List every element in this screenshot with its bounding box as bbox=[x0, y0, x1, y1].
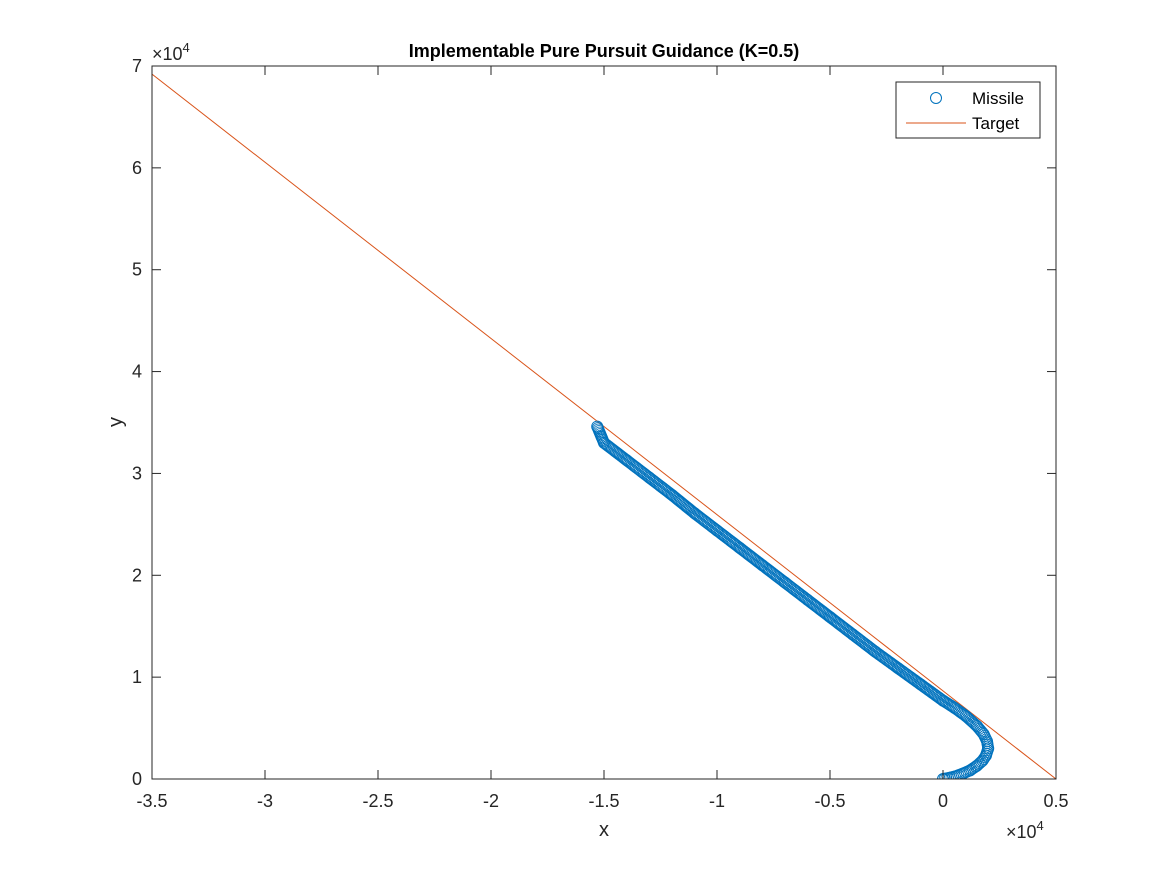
y-tick-label: 3 bbox=[132, 463, 142, 483]
legend-missile-label: Missile bbox=[972, 89, 1024, 108]
missile-point bbox=[948, 701, 961, 714]
missile-point bbox=[973, 722, 986, 735]
legend-box bbox=[895, 81, 1041, 139]
missile-point bbox=[945, 700, 958, 712]
y-tick-label: 4 bbox=[132, 362, 142, 382]
legend-target-label: Target bbox=[972, 114, 1020, 133]
x-axis-label: x bbox=[599, 819, 609, 841]
missile-point bbox=[946, 700, 959, 713]
chart-title: Implementable Pure Pursuit Guidance (K=0… bbox=[409, 41, 800, 61]
y-tick-label: 2 bbox=[132, 565, 142, 585]
x-tick-label: -0.5 bbox=[814, 791, 845, 811]
x-tick-label: 0 bbox=[938, 791, 948, 811]
ticks-layer: -3.5 -3 -2.5 -2 -1.5 -1 -0.5 0 0.5 0 1 2 3 4 5 6 7 bbox=[132, 56, 1069, 811]
x-tick-label: -2.5 bbox=[362, 791, 393, 811]
legend-missile-marker bbox=[930, 92, 942, 104]
y-tick-label: 1 bbox=[132, 667, 142, 687]
legend: Missile Target bbox=[895, 81, 1041, 139]
y-axis-exponent: ×104 bbox=[152, 40, 190, 64]
y-tick-label: 7 bbox=[132, 56, 142, 76]
missile-point bbox=[975, 756, 988, 768]
target-line bbox=[152, 73, 1056, 779]
x-tick-label: -3 bbox=[257, 791, 273, 811]
missile-point bbox=[591, 420, 604, 433]
x-tick-label: -1.5 bbox=[588, 791, 619, 811]
y-tick-label: 5 bbox=[132, 260, 142, 280]
x-tick-label: 0.5 bbox=[1043, 791, 1068, 811]
x-axis-exponent: ×104 bbox=[1006, 818, 1044, 842]
series-layer bbox=[152, 73, 1056, 779]
x-tick-label: -3.5 bbox=[136, 791, 167, 811]
missile-point bbox=[949, 702, 962, 715]
missile-point bbox=[972, 721, 984, 734]
x-tick-label: -1 bbox=[709, 791, 725, 811]
y-axis-label: y bbox=[105, 417, 127, 427]
missile-point bbox=[944, 699, 956, 711]
x-tick-label: -2 bbox=[483, 791, 499, 811]
y-tick-label: 0 bbox=[132, 769, 142, 789]
y-tick-label: 6 bbox=[132, 158, 142, 178]
